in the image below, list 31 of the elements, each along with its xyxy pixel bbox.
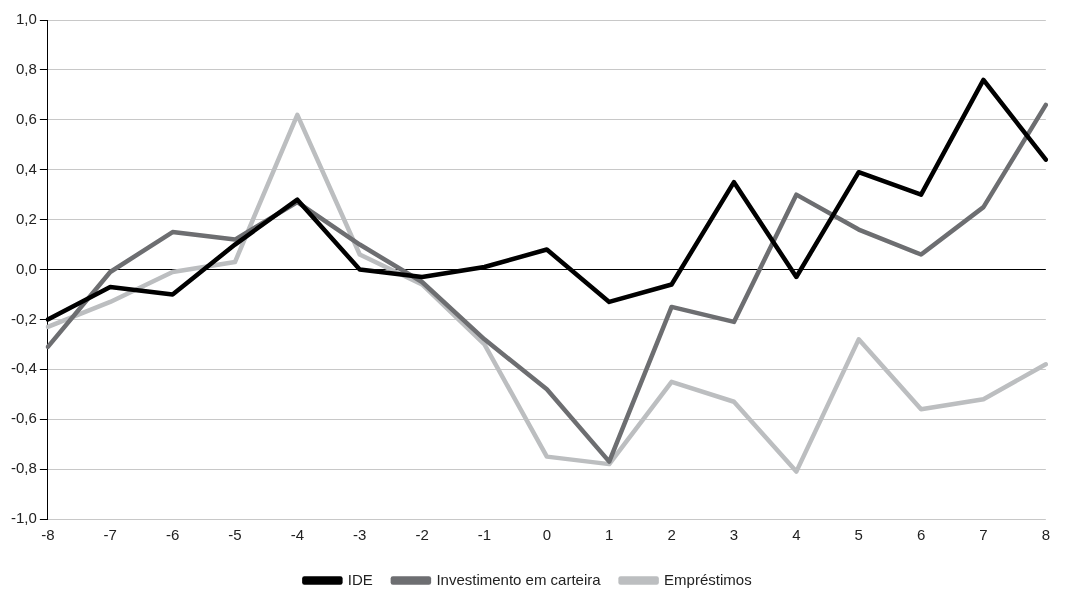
x-tick-label: 3 bbox=[729, 526, 739, 544]
y-tick-label: -1,0 bbox=[10, 509, 37, 527]
x-tick-label: -8 bbox=[41, 526, 55, 544]
y-tick-label: -0,8 bbox=[10, 459, 37, 477]
legend-label: IDE bbox=[347, 570, 373, 588]
legend-label: Investimento em carteira bbox=[436, 570, 602, 588]
y-tick-label: 0,0 bbox=[15, 259, 37, 277]
x-tick-label: -5 bbox=[228, 526, 242, 544]
x-tick-label: -3 bbox=[353, 526, 367, 544]
x-tick-label: 8 bbox=[1041, 526, 1050, 544]
x-tick-label: -2 bbox=[415, 526, 429, 544]
x-tick-label: 0 bbox=[542, 526, 552, 544]
x-tick-label: 7 bbox=[979, 526, 988, 544]
y-tick-label: 0,8 bbox=[15, 60, 37, 78]
x-tick-label: -6 bbox=[165, 526, 180, 544]
y-tick-label: 0,4 bbox=[15, 159, 37, 177]
y-tick-label: -0,4 bbox=[10, 359, 37, 377]
x-tick-label: -4 bbox=[290, 526, 305, 544]
x-tick-label: -7 bbox=[103, 526, 117, 544]
x-tick-label: 4 bbox=[792, 526, 801, 544]
y-tick-label: 1,0 bbox=[15, 10, 37, 28]
x-tick-label: 1 bbox=[605, 526, 614, 544]
x-tick-label: -1 bbox=[477, 526, 492, 544]
y-tick-label: 0,2 bbox=[15, 209, 37, 227]
legend-label: Empréstimos bbox=[664, 570, 752, 588]
x-tick-label: 6 bbox=[916, 526, 926, 544]
y-tick-label: -0,2 bbox=[10, 309, 37, 327]
x-tick-label: 2 bbox=[667, 526, 676, 544]
y-tick-label: -0,6 bbox=[10, 409, 37, 427]
x-tick-label: 5 bbox=[854, 526, 863, 544]
y-tick-label: 0,6 bbox=[15, 109, 37, 127]
